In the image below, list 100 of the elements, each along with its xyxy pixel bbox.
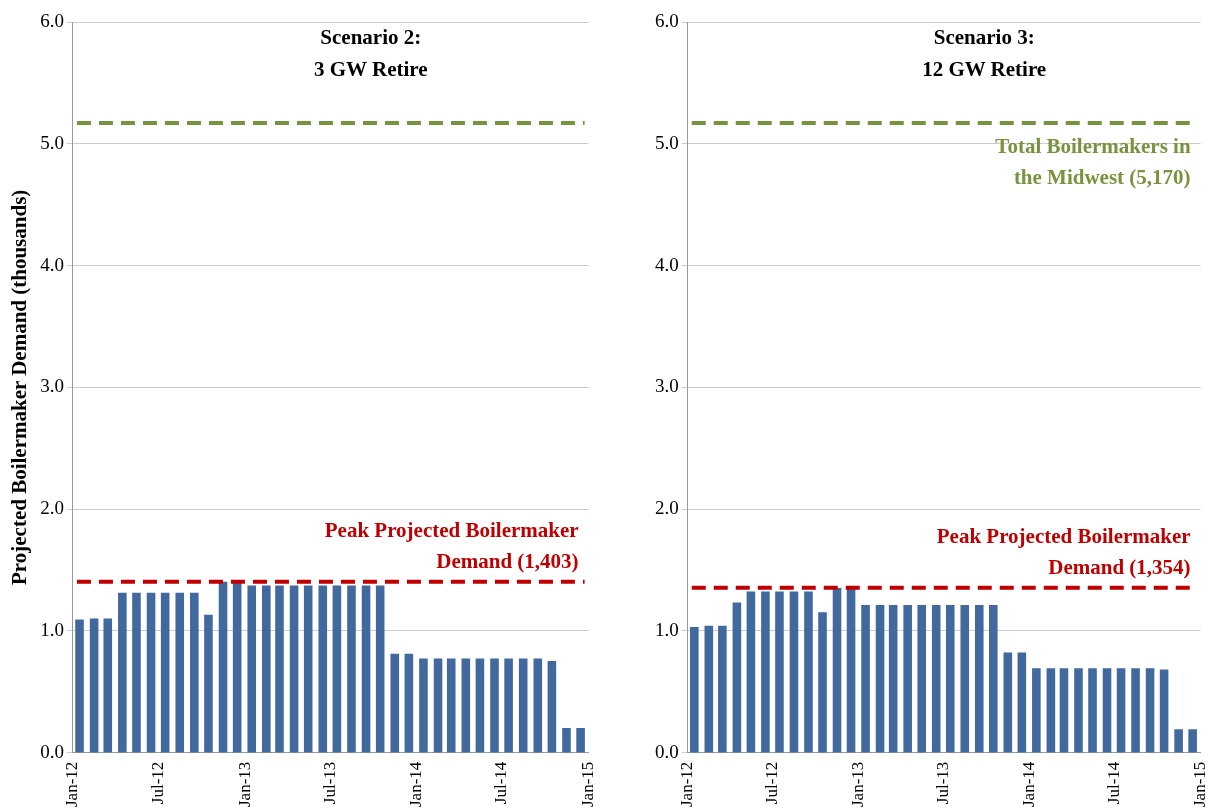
y-tick-label: 5.0 [655, 131, 679, 153]
bar [917, 604, 927, 753]
text: Scenario 2: 3 GW Retire [314, 25, 428, 81]
bar [804, 591, 813, 753]
bar [232, 581, 242, 753]
y-tick-label: 2.0 [40, 497, 64, 519]
bar [1116, 668, 1126, 753]
bar [832, 587, 842, 753]
bar [903, 604, 912, 753]
bar [160, 592, 170, 753]
bar [375, 585, 385, 753]
y-axis-title: Projected Boilermaker Demand (thousands) [7, 189, 32, 585]
bar [1188, 729, 1197, 753]
bar [404, 653, 414, 753]
bar [446, 658, 456, 753]
bar [1046, 668, 1056, 753]
bar [1159, 669, 1169, 753]
bar [518, 658, 528, 753]
x-tick-label: Jan-12 [677, 761, 697, 808]
x-tick-label: Jan-13 [234, 761, 254, 808]
bar [247, 585, 257, 753]
bar [1174, 729, 1183, 753]
bar [103, 618, 113, 753]
bar [931, 604, 941, 753]
bar [789, 591, 799, 753]
x-tick-label: Jul-14 [491, 761, 511, 805]
bar [818, 612, 827, 753]
bar [945, 604, 955, 753]
bar [775, 591, 784, 753]
bar [419, 658, 428, 753]
bar [347, 585, 356, 753]
bar [718, 625, 727, 753]
x-tick-label: Jan-15 [578, 761, 598, 808]
bar [461, 658, 471, 753]
bar [204, 614, 213, 753]
bar [262, 585, 271, 753]
x-tick-label: Jul-13 [933, 761, 953, 805]
bar [547, 661, 557, 753]
bar [1032, 668, 1041, 753]
bar [533, 658, 543, 753]
bar [861, 604, 870, 753]
ref-line-label: Total Boilermakers in the Midwest (5,170) [995, 134, 1191, 190]
y-tick-label: 6.0 [655, 9, 679, 31]
bar [318, 585, 328, 753]
bar [974, 604, 984, 753]
bar [960, 604, 970, 753]
bar [846, 587, 856, 753]
bar [1059, 668, 1069, 753]
bar [1088, 668, 1097, 753]
bar [146, 592, 156, 753]
bar [303, 585, 313, 753]
bar [275, 585, 284, 753]
y-tick-label: 3.0 [40, 375, 64, 397]
bar [746, 591, 756, 753]
bar [1017, 652, 1027, 753]
x-tick-label: Jan-14 [1019, 761, 1039, 808]
bar [132, 592, 141, 753]
bar [1003, 652, 1013, 753]
ref-line-label: Peak Projected Boilermaker Demand (1,354) [936, 523, 1191, 579]
x-tick-label: Jul-14 [1103, 761, 1123, 805]
bar [289, 585, 299, 753]
y-tick-label: 2.0 [655, 497, 679, 519]
bar [562, 727, 571, 753]
y-tick-label: 3.0 [655, 375, 679, 397]
y-tick-label: 5.0 [40, 131, 64, 153]
y-tick-label: 0.0 [40, 740, 64, 762]
x-tick-label: Jan-15 [1190, 761, 1210, 808]
bar [332, 585, 342, 753]
y-tick-label: 0.0 [655, 740, 679, 762]
bar [989, 604, 998, 753]
y-tick-label: 6.0 [40, 9, 64, 31]
ref-line-label: Peak Projected Boilermaker Demand (1,403) [324, 517, 579, 573]
bar [75, 619, 84, 753]
bar [504, 658, 513, 753]
bar [390, 653, 400, 753]
bar [175, 592, 185, 753]
bar [761, 591, 770, 753]
bar [1074, 668, 1083, 753]
bar [732, 602, 742, 753]
bar [490, 658, 499, 753]
x-tick-label: Jul-12 [762, 761, 782, 805]
text: Scenario 3: 12 GW Retire [922, 25, 1047, 81]
x-tick-label: Jul-13 [319, 761, 339, 805]
y-tick-label: 4.0 [655, 253, 679, 275]
x-tick-label: Jan-12 [62, 761, 82, 808]
bar [433, 658, 443, 753]
y-tick-label: 4.0 [40, 253, 64, 275]
x-tick-label: Jan-14 [406, 761, 426, 808]
bar [875, 604, 885, 753]
bar [1145, 668, 1155, 753]
bar [475, 658, 485, 753]
bar [218, 581, 228, 753]
bar [888, 604, 898, 753]
x-tick-label: Jul-12 [148, 761, 168, 805]
y-tick-label: 1.0 [40, 618, 64, 640]
bar [690, 626, 699, 753]
y-tick-label: 1.0 [655, 618, 679, 640]
x-tick-label: Jan-13 [848, 761, 868, 808]
bar [576, 727, 585, 753]
bar [361, 585, 371, 753]
